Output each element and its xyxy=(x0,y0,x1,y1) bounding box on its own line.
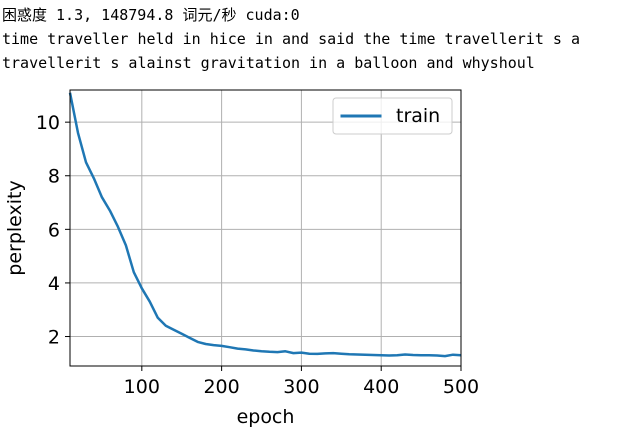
x-tick-label: 300 xyxy=(283,376,319,398)
legend-entry-train: train xyxy=(396,105,440,127)
series-line-train xyxy=(68,92,462,358)
y-tick-label: 6 xyxy=(48,219,60,241)
x-tick-label: 200 xyxy=(203,376,239,398)
console-line-sample-1: time traveller held in hice in and said … xyxy=(2,30,580,48)
y-tick-label: 10 xyxy=(36,112,60,134)
x-axis-label: epoch xyxy=(237,406,295,428)
x-tick-label: 400 xyxy=(363,376,399,398)
y-tick-label: 2 xyxy=(48,327,60,349)
console-line-perplexity: 困惑度 1.3, 148794.8 词元/秒 cuda:0 xyxy=(2,6,300,24)
axis-ticks: 100 200 300 400 500 2 4 6 8 10 xyxy=(36,112,479,398)
y-tick-label: 4 xyxy=(48,273,60,295)
console-output: 困惑度 1.3, 148794.8 词元/秒 cuda:0 time travel… xyxy=(2,3,580,75)
plot-frame xyxy=(69,89,462,367)
console-line-sample-2: travellerit s alainst gravitation in a b… xyxy=(2,54,535,72)
legend-box xyxy=(332,97,453,135)
x-tick-label: 500 xyxy=(443,376,479,398)
legend: train xyxy=(332,97,453,135)
y-tick-label: 8 xyxy=(48,166,60,188)
x-tick-label: 100 xyxy=(124,376,160,398)
series-layer xyxy=(68,92,462,358)
y-axis-label: perplexity xyxy=(4,180,26,275)
